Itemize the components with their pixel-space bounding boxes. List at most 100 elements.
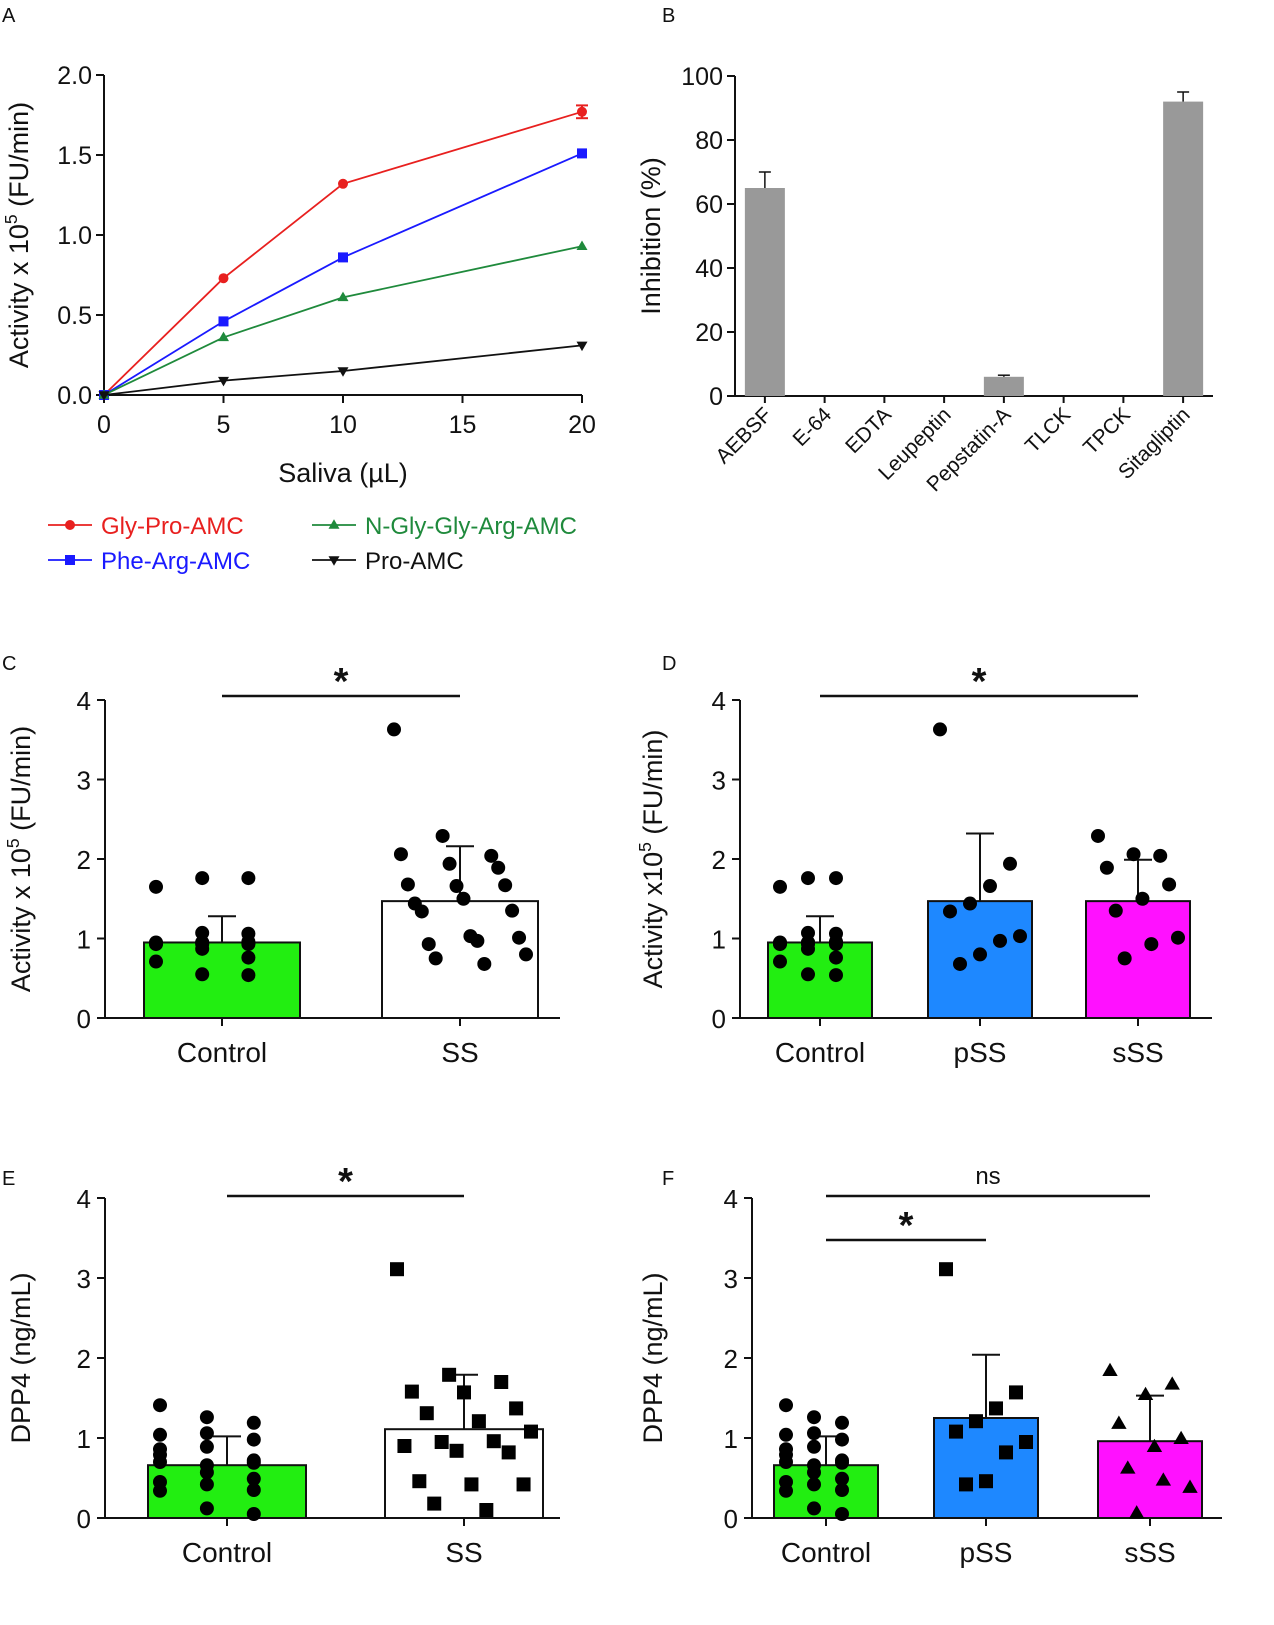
x-tick-label-pss: pSS (960, 1537, 1013, 1568)
x-tick-label-pss: pSS (954, 1037, 1007, 1068)
data-point-ss (456, 891, 471, 906)
y-tick-label: 0.0 (57, 382, 92, 410)
data-point-ss (519, 947, 533, 962)
data-point-ss (524, 1424, 538, 1439)
data-point-gly-pro-amc (218, 273, 229, 284)
data-point-pro-amc (98, 391, 110, 401)
x-tick-label-ss: SS (445, 1537, 482, 1568)
y-tick-label: 2 (724, 1344, 738, 1374)
bar-ss (381, 900, 539, 1020)
data-point-ss (505, 903, 520, 918)
y-tick-label: 1.0 (57, 222, 92, 250)
y-tick-label: 2.0 (57, 62, 92, 90)
data-point-control (779, 1427, 793, 1442)
series-line-gly-pro-amc (103, 110, 583, 396)
bar-sss (1097, 1440, 1203, 1519)
data-point-control (246, 1432, 261, 1447)
panel-label-e: E (2, 1168, 15, 1190)
data-point-pss (963, 896, 977, 911)
data-point-control (807, 1465, 821, 1480)
data-point-control (835, 1507, 849, 1521)
data-point-pss (939, 1262, 953, 1277)
y-tick-label: 3 (712, 766, 726, 796)
legend-marker (328, 556, 340, 566)
data-point-ss (421, 937, 436, 952)
data-point-ss (470, 933, 485, 948)
panel-f-bar-chart: 0 1 2 3 4 DPP4 (ng/mL) Control pSS sSS * ns (638, 1163, 1222, 1568)
data-point-sss (1102, 1362, 1118, 1377)
data-point-ss (393, 847, 408, 862)
data-point-sss (1135, 891, 1150, 906)
panel-e-bar-chart: 0 1 2 3 4 DPP4 (ng/mL) Control SS * (6, 1161, 560, 1568)
data-point-ss (464, 1477, 479, 1492)
data-point-control (246, 1507, 261, 1521)
data-point-control (153, 1427, 167, 1442)
y-tick-label: 0 (77, 1004, 91, 1034)
data-point-ss (387, 722, 401, 737)
data-point-sss (1137, 1386, 1154, 1401)
legend-label-phe-arg-amc: Phe-Arg-AMC (101, 548, 250, 575)
data-point-control (807, 1426, 821, 1441)
data-point-control (829, 968, 843, 983)
y-tick-label: 100 (681, 63, 723, 91)
y-tick-label: 3 (724, 1264, 738, 1294)
data-point-control (835, 1483, 849, 1497)
data-point-control (829, 871, 843, 886)
data-point-control (246, 1455, 261, 1470)
series-line-pro-amc (103, 344, 583, 396)
x-tick-label: 5 (217, 411, 231, 439)
data-point-sss (1144, 937, 1159, 952)
panel-c-bar-chart: 0 1 2 3 4 Activity x 105 (FU/min) Control SS * (3, 661, 560, 1068)
y-axis-label: Activity x105 (FU/min) (635, 730, 668, 989)
y-tick-label: 20 (695, 319, 723, 347)
y-tick-label: 4 (712, 686, 726, 716)
y-tick-label: 2 (77, 845, 91, 875)
data-point-sss (1162, 877, 1177, 892)
data-point-sss (1164, 1376, 1180, 1390)
x-tick-label-control: Control (182, 1537, 272, 1568)
data-point-ss (449, 1443, 464, 1458)
y-tick-label: 1 (712, 925, 726, 955)
data-point-control (195, 925, 210, 940)
data-point-control (241, 926, 256, 941)
data-point-pss (953, 956, 967, 971)
data-point-ss (427, 1496, 442, 1511)
legend-label-pro-amc: Pro-AMC (365, 548, 464, 575)
data-point-control (199, 1465, 214, 1480)
data-point-n-gly-gly-arg-amc (576, 240, 588, 250)
data-point-control (246, 1415, 261, 1430)
x-tick-label-sss: sSS (1112, 1037, 1163, 1068)
data-point-ss (400, 877, 415, 892)
y-tick-label: 2 (77, 1344, 91, 1374)
data-point-pss (943, 904, 957, 919)
data-point-pro-amc (218, 376, 229, 387)
legend-label-n-gly-gly-arg-amc: N-Gly-Gly-Arg-AMC (365, 513, 577, 540)
data-point-ss (516, 1477, 531, 1492)
data-point-control (241, 871, 256, 886)
y-tick-label: 4 (724, 1184, 738, 1214)
data-point-control (199, 1477, 214, 1492)
data-point-ss (435, 828, 450, 843)
y-axis-label: DPP4 (ng/mL) (638, 1272, 668, 1443)
x-tick-label-e-64: E-64 (789, 403, 837, 451)
data-point-control (779, 1398, 793, 1413)
data-point-phe-arg-amc (218, 316, 229, 327)
significance-label: ns (975, 1163, 1000, 1190)
data-point-control (835, 1471, 849, 1486)
data-point-n-gly-gly-arg-amc (337, 291, 349, 302)
data-point-phe-arg-amc (577, 148, 587, 159)
bar-aebsf (744, 188, 785, 396)
data-point-control (153, 1483, 167, 1498)
y-tick-label: 0 (712, 1004, 726, 1034)
data-point-ss (501, 1445, 516, 1460)
data-point-control (829, 937, 843, 952)
bar-control (767, 941, 873, 1019)
data-point-control (835, 1455, 849, 1470)
data-point-ss (494, 1375, 509, 1389)
y-tick-label: 80 (695, 127, 723, 155)
y-tick-label: 4 (77, 686, 91, 716)
data-point-phe-arg-amc (338, 252, 348, 263)
y-axis-label: Activity x 105 (FU/min) (1, 102, 34, 368)
data-point-control (801, 941, 815, 956)
